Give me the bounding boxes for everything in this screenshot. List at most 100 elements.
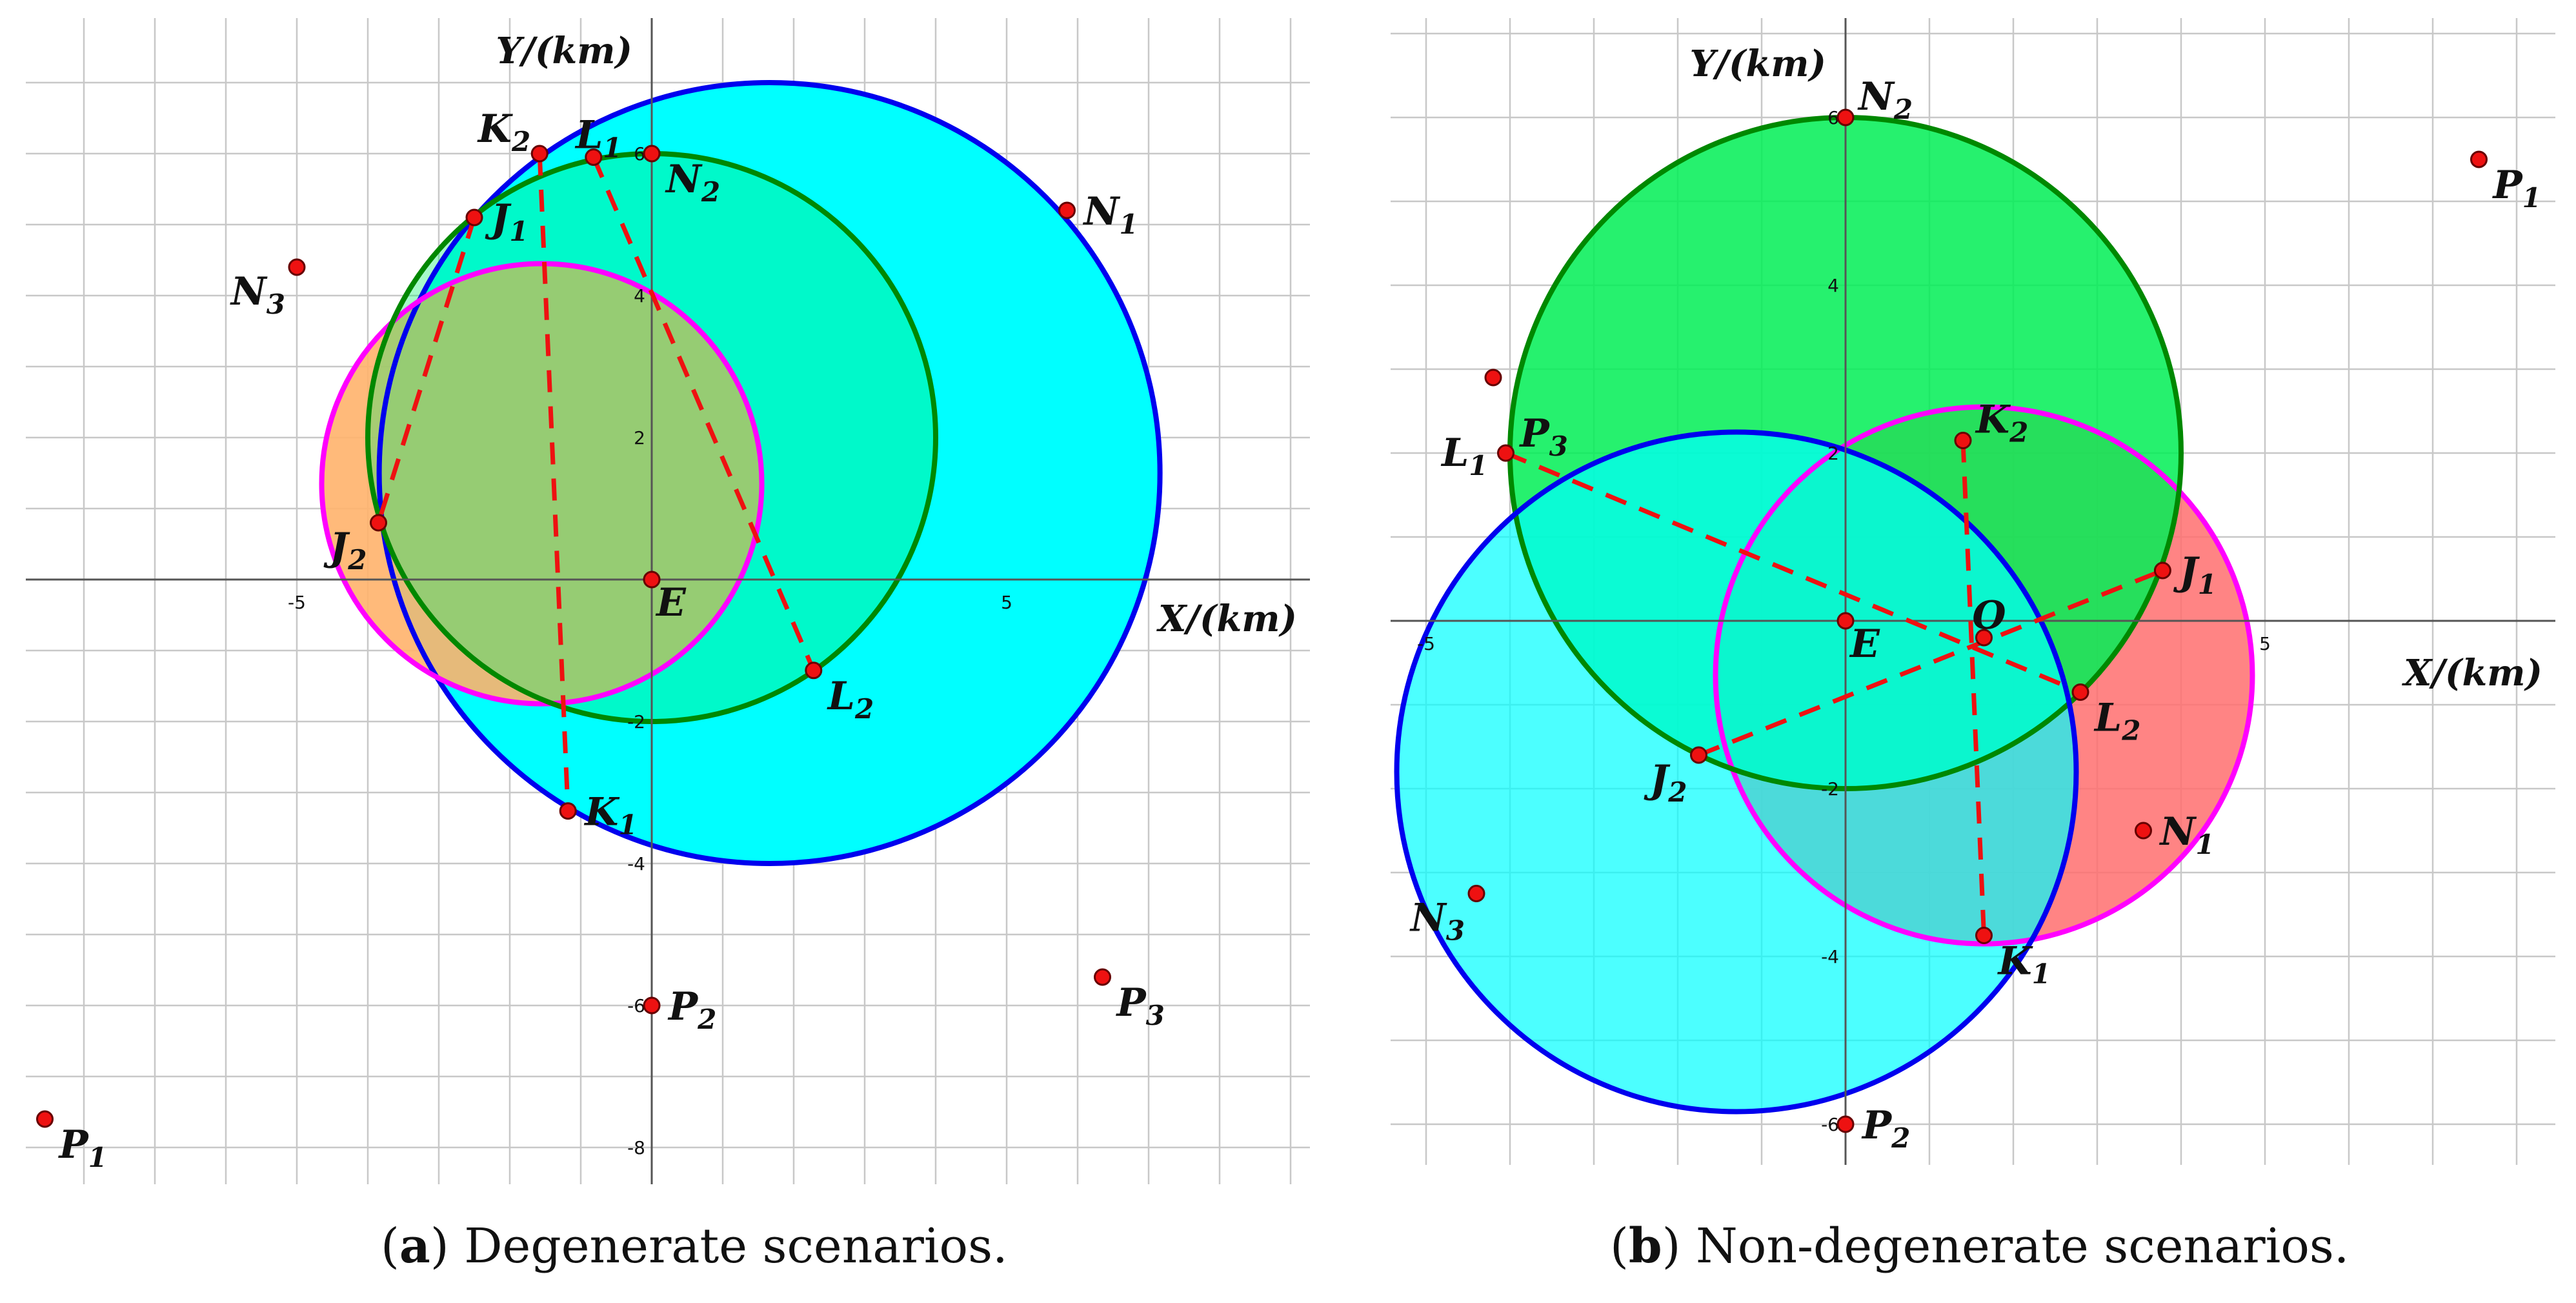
label-subscript: 2	[1893, 94, 1913, 125]
label-P1: P1	[2492, 163, 2541, 214]
label-P2: P2	[667, 984, 716, 1035]
point-N1	[2135, 822, 2152, 840]
label-subscript: 2	[511, 126, 530, 157]
caption-b-text: ) Non-degenerate scenarios.	[1662, 1218, 2350, 1274]
label-subscript: 2	[2121, 715, 2140, 747]
y-tick-label: 4	[634, 285, 645, 307]
label-subscript: 1	[2522, 182, 2541, 214]
label-E: E	[655, 580, 687, 625]
circles	[319, 80, 1163, 866]
axes: -5 5 6 4 2 -2 -4 -6 X/(km) Y/(km)	[1391, 18, 2555, 1165]
label-subscript: 2	[347, 544, 367, 576]
point-J2	[1690, 746, 1707, 764]
label-letter: N	[1083, 189, 1121, 234]
point-J1	[465, 208, 483, 227]
caption-a: (a) Degenerate scenarios.	[381, 1218, 1008, 1289]
label-letter: L	[574, 113, 603, 158]
label-subscript: 1	[88, 1142, 107, 1173]
label-letter: N	[230, 269, 268, 314]
label-letter: P	[2492, 163, 2524, 208]
label-K1: K1	[1997, 939, 2051, 990]
label-N3: N3	[230, 269, 285, 320]
label-subscript: 1	[2198, 569, 2217, 600]
label-L2: L2	[2093, 696, 2140, 747]
label-subscript: 3	[1146, 1000, 1165, 1031]
point-L1	[1497, 444, 1514, 462]
point-K1	[1975, 927, 1993, 944]
label-subscript: 2	[854, 693, 874, 725]
label-L2: L2	[827, 674, 874, 725]
point-N3	[288, 258, 306, 276]
caption-a-open: (	[381, 1218, 399, 1274]
x-tick-label: -5	[288, 592, 306, 613]
orange-circle-outline	[319, 261, 765, 707]
chord-L1-L2	[1505, 450, 2082, 694]
label-letter: E	[1849, 621, 1880, 667]
point-K2	[1954, 432, 1972, 449]
caption-b: (b) Non-degenerate scenarios.	[1610, 1218, 2349, 1289]
y-tick-label: -4	[627, 853, 645, 874]
label-letter: K	[477, 106, 514, 152]
label-subscript: 2	[1891, 1122, 1910, 1154]
axes: -5 5 6 4 2 -2 -4 -6 -8 X/(km) Y/(km)	[26, 18, 1310, 1184]
caption-b-open: (	[1610, 1218, 1629, 1274]
label-subscript: 2	[701, 176, 720, 208]
label-subscript: 1	[2032, 958, 2051, 990]
label-subscript: 1	[2195, 829, 2214, 860]
point-E	[1836, 612, 1855, 630]
point-E	[643, 571, 661, 589]
label-letter: P	[58, 1122, 90, 1167]
caption-a-letter: a	[399, 1218, 430, 1274]
point-L1	[585, 148, 603, 166]
y-tick-label: -6	[627, 995, 645, 1016]
chord-J1-J2	[376, 216, 477, 524]
panel-b-non-degenerate: -5 5642-2-4-6X/(km)Y/(km)N2P1L1P3K2J1OEL2…	[1391, 18, 2555, 1165]
y-tick-label: 6	[634, 143, 645, 165]
label-subscript: 1	[509, 216, 528, 247]
point-P3	[1094, 968, 1111, 986]
label-N2: N2	[665, 157, 720, 208]
dashed-chords	[376, 153, 816, 811]
label-letter: P	[667, 984, 699, 1029]
y-tick-label: -8	[627, 1137, 645, 1158]
label-letter: E	[655, 580, 687, 625]
label-letter: L	[2093, 696, 2122, 741]
label-P3: P3	[1519, 411, 1568, 462]
label-P1: P1	[58, 1122, 107, 1173]
label-L1: L1	[574, 113, 621, 164]
label-letter: K	[583, 790, 620, 835]
label-letter: N	[665, 157, 703, 202]
label-N1: N1	[1083, 189, 1138, 240]
label-subscript: 3	[1549, 430, 1568, 462]
label-subscript: 2	[1667, 776, 1687, 808]
label-K2: K2	[477, 106, 530, 157]
label-letter: L	[827, 674, 855, 719]
label-letter: L	[1440, 430, 1469, 476]
caption-a-text: ) Degenerate scenarios.	[430, 1218, 1008, 1274]
y-tick-label: -2	[1821, 778, 1839, 800]
label-letter: N	[1857, 74, 1895, 119]
label-letter: O	[1972, 593, 2006, 638]
label-N1: N1	[2159, 809, 2215, 860]
point-J1	[2153, 561, 2171, 580]
label-subscript: 2	[2009, 417, 2028, 449]
label-subscript: 1	[618, 809, 637, 841]
label-subscript: 1	[603, 132, 621, 164]
y-tick-label: 2	[634, 427, 645, 449]
x-axis-label: X/(km)	[2402, 652, 2542, 694]
y-tick-label: 4	[1827, 275, 1839, 296]
label-K1: K1	[583, 790, 637, 841]
point-J2	[370, 514, 387, 532]
point-N3	[1467, 885, 1485, 902]
label-subscript: 1	[1119, 208, 1138, 240]
caption-b-letter: b	[1628, 1218, 1662, 1274]
label-E: E	[1849, 621, 1880, 667]
label-O: O	[1972, 593, 2006, 638]
point-L2	[2071, 683, 2089, 701]
label-subscript: 2	[697, 1004, 716, 1035]
point-P2	[643, 996, 661, 1015]
label-K2: K2	[1975, 398, 2028, 449]
